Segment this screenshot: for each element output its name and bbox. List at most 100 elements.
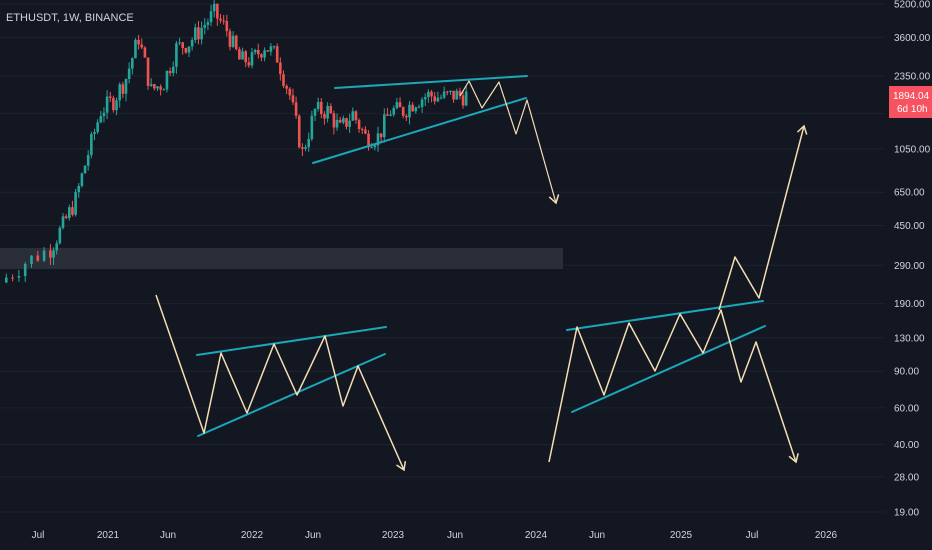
candle-body <box>118 84 121 101</box>
candle-body <box>373 145 377 148</box>
x-tick-label: 2024 <box>525 530 548 541</box>
candle-body <box>348 120 351 127</box>
candle-body <box>297 115 301 148</box>
x-axis[interactable]: Jul 2021 Jun 2022 Jun 2023 Jun 2024 Jun 2025 Jul 20… <box>32 530 838 541</box>
candle-body <box>181 42 184 49</box>
y-tick-label: 19.00 <box>894 508 919 519</box>
symbol-title: ETHUSDT, 1W, BINANCE <box>6 12 134 24</box>
candle-body <box>257 49 260 55</box>
candle-body <box>197 27 200 40</box>
candle-body <box>11 277 14 279</box>
annotation-layer <box>155 75 808 472</box>
candle-body <box>449 90 452 92</box>
candle-body <box>326 105 329 119</box>
candle-body <box>209 11 213 23</box>
candle-body <box>364 129 367 134</box>
candle-body <box>238 49 241 60</box>
last-price-value: 1894.04 <box>893 91 930 102</box>
candle-body <box>253 49 257 53</box>
candle-body <box>386 114 389 116</box>
candle-body <box>55 243 58 251</box>
candle-body <box>411 104 414 112</box>
candle-body <box>203 24 207 28</box>
candle-body <box>260 54 263 58</box>
candle-body <box>231 35 235 47</box>
candle-body <box>417 106 421 108</box>
countdown-label: 6d 10h <box>897 104 928 115</box>
candle-body <box>190 39 194 47</box>
y-tick-label: 650.00 <box>894 188 925 199</box>
x-tick-label: Jun <box>305 530 321 541</box>
candle-body <box>146 57 150 86</box>
candle-body <box>102 112 106 117</box>
candle-body <box>184 48 188 53</box>
schematic-left-arrowhead <box>396 460 407 472</box>
candle-body <box>458 90 462 96</box>
schematic-left-upper-line <box>196 326 387 356</box>
candle-body <box>99 116 103 123</box>
candle-body <box>332 113 336 128</box>
y-tick-label: 1050.00 <box>894 144 931 155</box>
x-tick-label: Jun <box>447 530 463 541</box>
candle-body <box>398 102 402 108</box>
candle-body <box>376 133 380 146</box>
x-tick-label: 2023 <box>382 530 405 541</box>
candle-body <box>285 85 288 89</box>
wedge-lower-trendline <box>312 97 527 164</box>
candle-body <box>288 88 292 96</box>
candle-body <box>159 86 162 90</box>
candle-body <box>320 101 323 115</box>
y-tick-label: 450.00 <box>894 221 925 232</box>
candle-body <box>52 250 55 258</box>
candle-body <box>165 70 169 90</box>
candle-body <box>401 107 405 116</box>
schematic-left-path <box>155 294 405 471</box>
candle-body <box>351 111 355 121</box>
candle-body <box>149 84 153 86</box>
candle-body <box>345 118 348 127</box>
candle-body <box>86 155 90 166</box>
candle-body <box>291 95 295 103</box>
candle-body <box>143 47 147 58</box>
candle-body <box>124 79 128 94</box>
candle-body <box>212 3 216 12</box>
candle-body <box>379 133 383 138</box>
candle-body <box>294 102 298 116</box>
y-tick-label: 190.00 <box>894 299 925 310</box>
projection-arrowhead <box>548 194 560 205</box>
candle-body <box>269 46 273 52</box>
candle-body <box>316 101 320 110</box>
candle-body <box>200 27 203 40</box>
candle-body <box>360 129 364 131</box>
x-tick-label: 2021 <box>97 530 120 541</box>
candle-body <box>228 31 232 47</box>
candle-body <box>430 91 433 97</box>
candle-body <box>83 165 87 174</box>
candle-body <box>112 97 115 111</box>
x-tick-label: 2022 <box>241 530 264 541</box>
x-tick-label: Jul <box>746 530 759 541</box>
candle-body <box>367 133 370 148</box>
candle-body <box>266 50 270 52</box>
schematic-right-bear-arrowhead <box>788 453 799 464</box>
last-price-tag: 1894.04 6d 10h <box>889 86 932 118</box>
candle-body <box>442 91 446 98</box>
candle-body <box>156 86 159 89</box>
x-tick-label: 2025 <box>670 530 693 541</box>
candle-body <box>247 62 251 66</box>
support-zone <box>0 248 563 269</box>
candle-body <box>313 109 317 116</box>
candle-body <box>5 277 8 283</box>
candle-body <box>323 114 326 119</box>
y-tick-label: 60.00 <box>894 403 919 414</box>
candle-body <box>216 3 219 19</box>
candle-body <box>455 90 459 100</box>
candle-body <box>168 70 172 74</box>
candle-body <box>414 107 418 112</box>
candles-layer <box>5 0 468 284</box>
candle-body <box>446 91 449 93</box>
candle-body <box>275 46 279 63</box>
candle-body <box>241 51 244 60</box>
